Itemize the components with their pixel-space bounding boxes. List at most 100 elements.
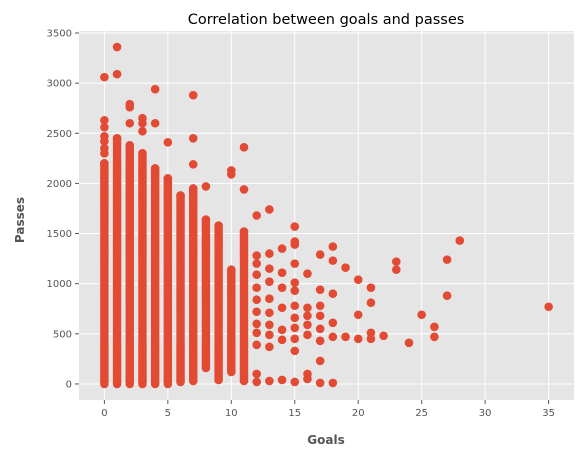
plot-area bbox=[79, 31, 574, 400]
data-point bbox=[303, 374, 312, 384]
data-point bbox=[315, 250, 325, 259]
data-point bbox=[252, 369, 261, 379]
data-point bbox=[328, 289, 338, 299]
data-point bbox=[277, 283, 287, 292]
data-point bbox=[201, 182, 211, 191]
x-tick-label: 35 bbox=[542, 408, 555, 419]
data-point bbox=[188, 90, 198, 100]
data-point bbox=[353, 275, 363, 284]
data-point bbox=[290, 278, 300, 287]
data-point bbox=[392, 257, 401, 266]
data-point bbox=[176, 191, 185, 200]
data-point bbox=[125, 141, 135, 150]
data-point bbox=[315, 285, 325, 295]
data-point bbox=[379, 331, 388, 341]
data-point bbox=[252, 307, 261, 317]
y-tick-label: 1000 bbox=[47, 279, 72, 290]
y-tick-label: 1500 bbox=[47, 229, 72, 240]
data-point bbox=[353, 310, 363, 320]
data-point bbox=[290, 377, 300, 387]
data-point bbox=[277, 375, 287, 385]
y-axis-label: Passes bbox=[13, 197, 27, 243]
y-tick-label: 0 bbox=[66, 379, 72, 390]
data-point bbox=[100, 115, 109, 125]
x-tick-label: 25 bbox=[415, 408, 428, 419]
data-point bbox=[265, 294, 274, 304]
data-point bbox=[100, 122, 109, 132]
data-point bbox=[290, 286, 300, 296]
data-point bbox=[201, 215, 211, 224]
data-point bbox=[125, 118, 135, 128]
data-point bbox=[290, 323, 300, 333]
data-point bbox=[290, 346, 300, 356]
data-point bbox=[442, 291, 452, 301]
data-point bbox=[265, 277, 274, 286]
data-point bbox=[315, 336, 325, 346]
data-point bbox=[239, 227, 249, 236]
data-point bbox=[366, 283, 376, 292]
data-point bbox=[100, 131, 109, 141]
data-point bbox=[328, 378, 338, 388]
data-point bbox=[366, 298, 376, 308]
data-point bbox=[265, 264, 274, 273]
data-point bbox=[138, 113, 147, 123]
data-point bbox=[404, 338, 414, 348]
data-point bbox=[265, 308, 274, 318]
x-axis-ticks: 0 5 10 15 20 25 30 35 bbox=[101, 400, 555, 419]
data-point bbox=[188, 160, 198, 169]
data-point bbox=[430, 322, 439, 332]
x-tick-label: 5 bbox=[165, 408, 171, 419]
data-point bbox=[315, 324, 325, 334]
data-point bbox=[277, 244, 287, 253]
y-tick-label: 2500 bbox=[47, 129, 72, 140]
data-point bbox=[138, 149, 147, 158]
x-tick-label: 0 bbox=[101, 408, 107, 419]
x-tick-label: 30 bbox=[479, 408, 492, 419]
data-point bbox=[290, 222, 300, 231]
data-point bbox=[328, 332, 338, 342]
data-point bbox=[252, 377, 261, 387]
data-point bbox=[163, 138, 173, 147]
data-point bbox=[315, 378, 325, 388]
y-tick-label: 3000 bbox=[47, 79, 72, 90]
data-point bbox=[239, 143, 249, 152]
data-point bbox=[315, 311, 325, 321]
data-point bbox=[315, 301, 325, 311]
data-point bbox=[277, 268, 287, 277]
x-tick-label: 10 bbox=[225, 408, 238, 419]
data-point bbox=[290, 301, 300, 311]
data-point bbox=[455, 236, 465, 245]
data-point bbox=[112, 69, 122, 79]
data-point bbox=[112, 42, 122, 52]
data-point bbox=[353, 334, 363, 344]
data-point bbox=[112, 133, 122, 143]
data-point bbox=[252, 340, 261, 350]
data-point bbox=[138, 126, 147, 136]
data-point bbox=[303, 303, 312, 313]
data-point bbox=[328, 318, 338, 328]
y-tick-label: 2000 bbox=[47, 179, 72, 190]
data-point bbox=[303, 269, 312, 278]
data-point bbox=[265, 342, 274, 352]
grid-lines bbox=[79, 31, 574, 400]
data-point bbox=[328, 242, 338, 251]
data-point bbox=[214, 221, 223, 230]
data-point bbox=[430, 332, 439, 342]
data-point bbox=[265, 249, 274, 258]
data-point bbox=[252, 283, 261, 292]
data-point bbox=[366, 328, 376, 338]
x-axis-label: Goals bbox=[307, 433, 344, 447]
x-tick-label: 20 bbox=[352, 408, 365, 419]
data-point bbox=[328, 256, 338, 265]
data-point bbox=[227, 265, 236, 274]
data-point bbox=[100, 72, 109, 82]
data-point bbox=[252, 295, 261, 305]
data-point bbox=[366, 334, 376, 344]
data-points bbox=[100, 42, 553, 389]
x-tick-label: 15 bbox=[288, 408, 301, 419]
data-point bbox=[303, 330, 312, 340]
data-point bbox=[163, 174, 173, 183]
data-point bbox=[290, 313, 300, 323]
data-point bbox=[125, 99, 135, 109]
data-point bbox=[265, 376, 274, 386]
